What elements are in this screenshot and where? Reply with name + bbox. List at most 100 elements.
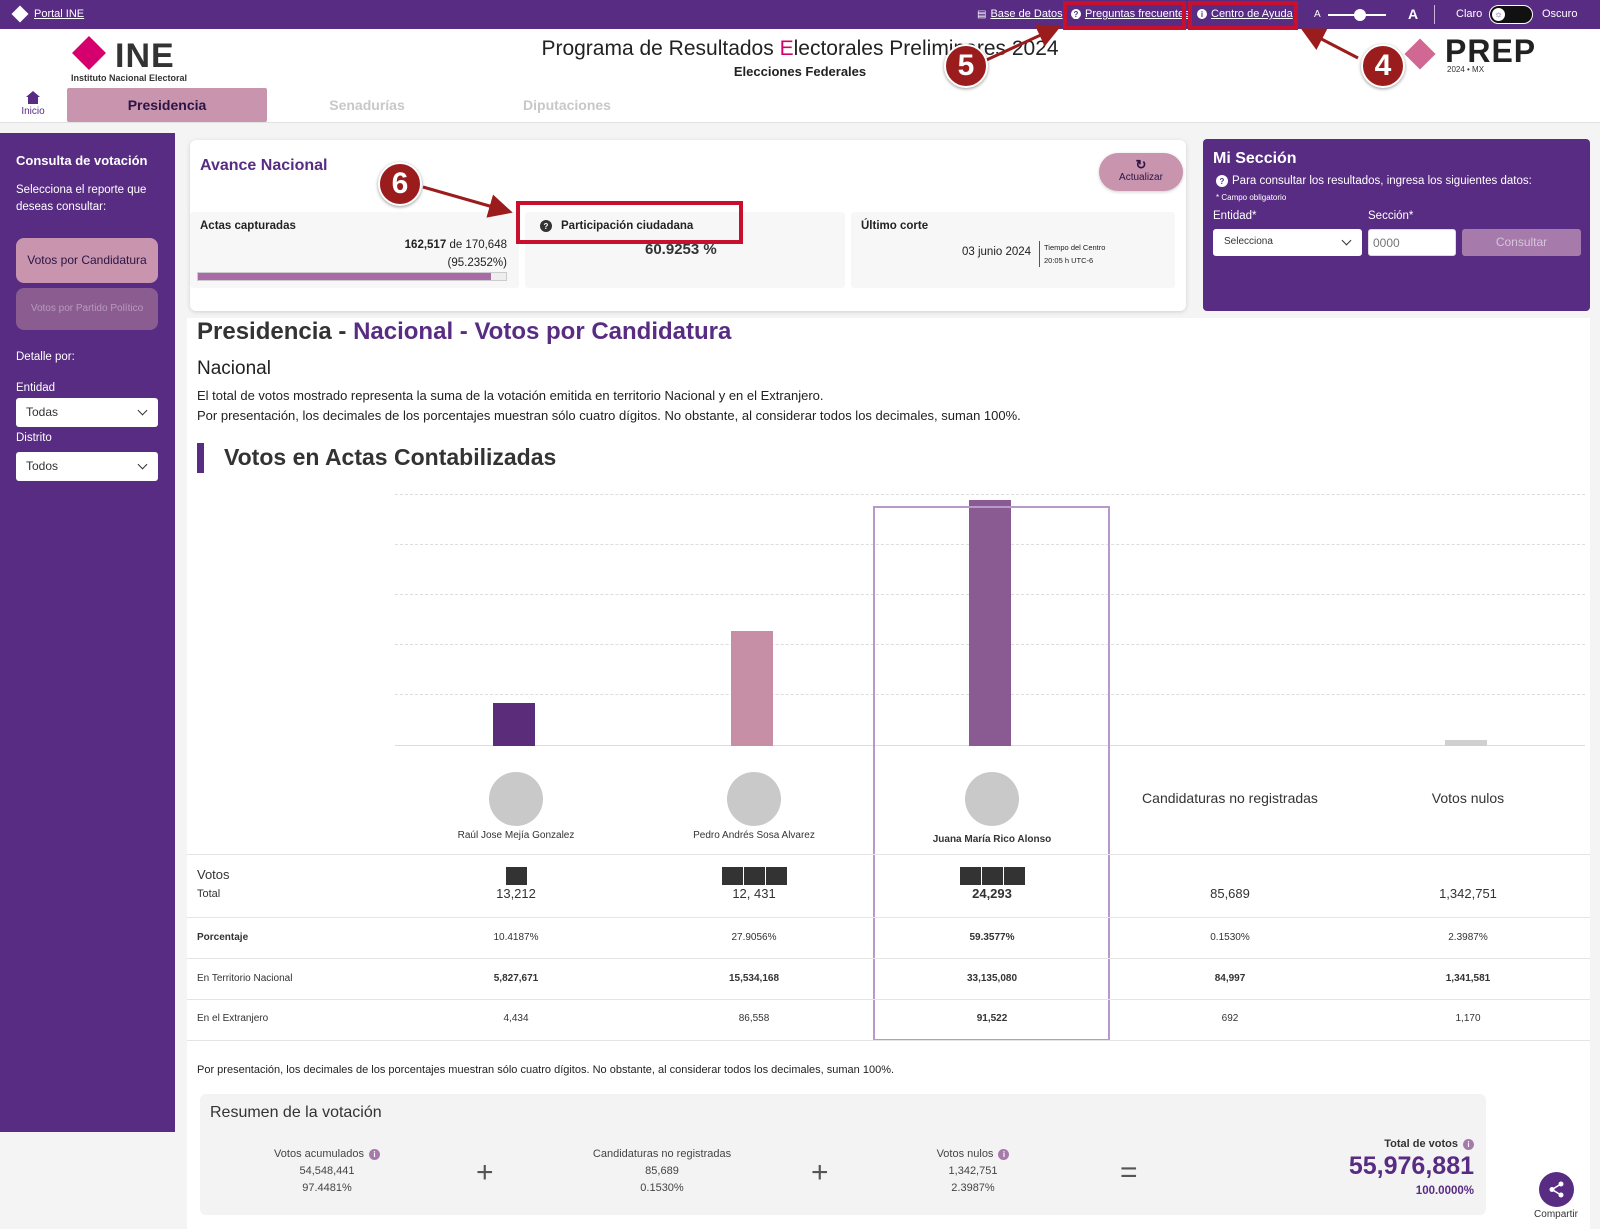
porcentaje-cell: 10.4187% (493, 932, 539, 943)
candidate-3[interactable]: Juana María Rico Alonso (873, 772, 1111, 847)
candidate-name: Pedro Andrés Sosa Alvarez (693, 830, 815, 841)
note-decimales: Por presentación, los decimales de los p… (197, 408, 1021, 423)
votos-nulos-summary: Votos nulos i 1,342,751 2.3987% (883, 1146, 1063, 1197)
actas-progress-bar (197, 272, 507, 281)
participacion-value: 60.9253 % (645, 241, 717, 258)
database-icon: ▤ (977, 8, 987, 20)
plus-sign: + (811, 1156, 829, 1189)
actualizar-button[interactable]: ↻ Actualizar (1099, 153, 1183, 191)
prep-logo-mark (1404, 38, 1436, 70)
votos-candidatura-button[interactable]: Votos por Candidatura (16, 238, 158, 283)
resumen-title: Resumen de la votación (210, 1104, 382, 1121)
ms-entidad-select[interactable]: Selecciona (1213, 229, 1362, 256)
theme-dark-label: Oscuro (1542, 8, 1578, 20)
row-divider (187, 999, 1590, 1000)
annotation-box-participacion (516, 201, 743, 244)
distrito-select[interactable]: Todos (16, 452, 158, 481)
section-accent (197, 443, 204, 473)
sun-icon: ☼ (1492, 8, 1505, 21)
porcentaje-cell: 0.1530% (1210, 932, 1250, 943)
ms-seccion-label: Sección* (1368, 210, 1414, 222)
bar-2 (731, 630, 773, 746)
prep-logo-text: PREP (1445, 33, 1537, 69)
question-icon: ? (1216, 175, 1228, 187)
corte-fecha: 03 junio 2024 (962, 246, 1032, 258)
font-small-label: A (1314, 9, 1321, 20)
total-cell: 1,342,751 (1439, 886, 1497, 901)
no-registradas-summary: Candidaturas no registradas 85,689 0.1530… (592, 1148, 732, 1194)
ine-diamond-icon (11, 5, 29, 23)
extranjero-cell: 692 (1221, 1013, 1239, 1024)
votos-partido-button[interactable]: Votos por Partido Político (16, 288, 158, 330)
nacional-cell: 5,827,671 (493, 973, 539, 984)
ultimo-corte-label: Último corte (861, 220, 929, 232)
refresh-icon: ↻ (1135, 157, 1147, 172)
nacional-row-label: En Territorio Nacional (197, 973, 293, 984)
chevron-down-icon (1341, 235, 1352, 246)
theme-toggle[interactable]: ☼ (1489, 5, 1533, 24)
consultar-button[interactable]: Consultar (1462, 229, 1581, 256)
ms-entidad-label: Entidad* (1213, 210, 1257, 222)
info-icon[interactable]: i (998, 1149, 1010, 1160)
base-datos-link[interactable]: ▤ Base de Datos (977, 8, 1063, 20)
callout-5: 5 (944, 44, 988, 88)
row-divider (187, 854, 1590, 855)
party-logo (743, 867, 765, 885)
prep-logo: PREP 2024 • MX (1404, 33, 1537, 77)
share-button[interactable]: Compartir (1528, 1172, 1584, 1220)
entidad-select[interactable]: Todas (16, 398, 158, 427)
party-logo (505, 867, 527, 885)
detalle-label: Detalle por: (16, 351, 75, 363)
candidate-2[interactable]: Pedro Andrés Sosa Alvarez (635, 772, 873, 843)
participacion-panel: ? Participación ciudadana 60.9253 % (525, 212, 845, 288)
party-logo (1003, 867, 1025, 885)
total-row-label: Total (197, 888, 221, 900)
party-logos (397, 867, 635, 890)
extranjero-cell: 1,170 (1455, 1013, 1481, 1024)
party-logo (721, 867, 743, 885)
candidate-name: Raúl Jose Mejía Gonzalez (457, 830, 575, 841)
ultimo-corte-panel: Último corte 03 junio 2024 Tiempo del Ce… (851, 212, 1175, 288)
ine-logo[interactable]: INE Instituto Nacional Electoral (71, 36, 201, 83)
font-size-slider[interactable]: A A (1314, 6, 1418, 23)
extranjero-cell: 4,434 (503, 1013, 529, 1024)
question-icon: ? (1071, 9, 1081, 19)
callout-6: 6 (378, 162, 422, 206)
tab-diputaciones[interactable]: Diputaciones (523, 97, 611, 113)
portal-ine-link[interactable]: Portal INE (11, 5, 84, 23)
home-icon (26, 91, 40, 104)
required-note: * Campo obligatorio (1216, 193, 1287, 202)
seccion-input[interactable] (1368, 229, 1456, 256)
porcentaje-row-label: Porcentaje (197, 932, 249, 943)
distrito-label: Distrito (16, 432, 52, 444)
slider-knob[interactable] (1354, 9, 1366, 21)
extranjero-cell: 86,558 (738, 1013, 770, 1024)
mi-seccion-panel: Mi Sección ? Para consultar los resultad… (1203, 139, 1590, 311)
tab-presidencia[interactable]: Presidencia (67, 88, 267, 122)
callout-4: 4 (1361, 44, 1405, 88)
party-logo (959, 867, 981, 885)
info-icon[interactable]: i (1463, 1139, 1474, 1150)
avatar (965, 772, 1019, 826)
row-divider (187, 958, 1590, 959)
home-button[interactable]: Inicio (18, 89, 48, 117)
nacional-cell: 33,135,080 (966, 973, 1018, 984)
votos-row-label: Votos (197, 867, 230, 882)
party-logo (765, 867, 787, 885)
row-divider (187, 917, 1590, 918)
bar-5 (1445, 740, 1487, 746)
candidate-name: Juana María Rico Alonso (932, 834, 1052, 845)
tab-senadurias[interactable]: Senadurías (329, 97, 405, 113)
preguntas-frecuentes-link[interactable]: ? Preguntas frecuentes (1071, 8, 1190, 20)
gridline (395, 494, 1585, 495)
candidate-1[interactable]: Raúl Jose Mejía Gonzalez (397, 772, 635, 843)
centro-ayuda-link[interactable]: i Centro de Ayuda (1197, 8, 1293, 20)
main-content: Presidencia - Nacional - Votos por Candi… (187, 318, 1590, 1229)
actas-progress-fill (198, 273, 492, 280)
plus-sign: + (476, 1156, 494, 1189)
info-icon[interactable]: i (368, 1149, 380, 1160)
party-logos (873, 867, 1111, 890)
party-logos (635, 867, 873, 890)
total-votos-value: 55,976,881 (1348, 1152, 1474, 1180)
mi-seccion-info: ? Para consultar los resultados, ingresa… (1216, 175, 1532, 187)
